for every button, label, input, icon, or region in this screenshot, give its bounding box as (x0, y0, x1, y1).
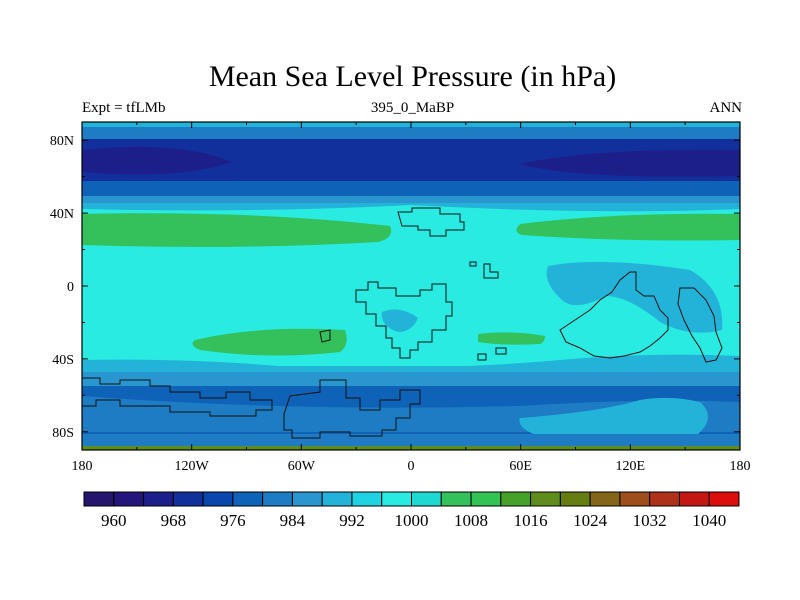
colorbar-label: 1024 (573, 511, 608, 530)
experiment-label: Expt = tfLMb (82, 100, 166, 116)
coastline-islands-north (469, 261, 499, 279)
field-band-midlat-north-2 (82, 196, 740, 203)
x-tick-label: 60E (509, 459, 532, 474)
colorbar-swatch (351, 491, 383, 507)
colorbar-swatch (83, 491, 115, 507)
colorbar-swatch (143, 491, 174, 507)
coastline-eastern-continent (559, 271, 669, 359)
coastline-layer (82, 207, 723, 439)
field-low-east-north (520, 149, 740, 177)
colorbar-label: 960 (101, 511, 127, 530)
x-axis: 180 120W 60W 0 60E 120E 180 (72, 122, 751, 474)
y-axis: 80N 40N 0 40S 80S (50, 134, 740, 441)
colorbar-swatch (649, 491, 680, 507)
colorbar-label: 992 (339, 511, 365, 530)
pressure-field-layer (82, 122, 740, 450)
coastline-small-islands (319, 329, 507, 361)
field-band-south-midlat-1 (82, 354, 740, 372)
colorbar-swatch (678, 491, 710, 507)
time-slice-label: 395_0_MaBP (370, 100, 455, 116)
field-high-south-west (192, 328, 347, 356)
colorbar-swatch (291, 491, 323, 507)
coastline-north-continent (397, 207, 465, 237)
x-tick-label: 60W (288, 459, 316, 474)
colorbar-swatch (232, 491, 264, 507)
colorbar-swatch (411, 491, 442, 507)
coastline-southern-continent-west (82, 377, 273, 417)
field-low-tropical-atlantic (381, 309, 418, 332)
coastline-southern-continent-central (283, 379, 421, 439)
colorbar-label: 1000 (395, 511, 429, 530)
colorbar-swatch (589, 491, 621, 507)
colorbar-label: 1016 (514, 511, 548, 530)
colorbar-swatch (530, 491, 561, 507)
chart-title: Mean Sea Level Pressure (in hPa) (208, 60, 617, 93)
y-tick-label: 40S (52, 353, 74, 368)
colorbar-swatch (708, 491, 740, 507)
field-high-south-east (478, 332, 545, 345)
colorbar-swatch (321, 491, 353, 507)
colorbar-swatch (262, 491, 293, 507)
colorbar-swatch (470, 491, 502, 507)
colorbar-label: 984 (280, 511, 306, 530)
field-band-midlat-north-1 (82, 181, 740, 196)
y-tick-label: 0 (67, 280, 74, 295)
coastline-far-east-continent (677, 287, 723, 363)
colorbar-swatch (500, 491, 532, 507)
season-label: ANN (709, 100, 743, 116)
colorbar-label: 1040 (692, 511, 726, 530)
y-tick-label: 80S (52, 426, 74, 441)
field-low-west-north (82, 146, 232, 175)
x-tick-label: 120E (616, 459, 646, 474)
field-band-arctic (82, 127, 740, 139)
colorbar-swatch (172, 491, 204, 507)
coastline-central-continent (355, 281, 453, 359)
colorbar-swatch (619, 491, 651, 507)
colorbar-swatch (381, 491, 412, 507)
colorbar-label: 1008 (454, 511, 488, 530)
colorbar-swatch (202, 491, 234, 507)
colorbar-label: 976 (220, 511, 246, 530)
field-band-south-midlat-2 (82, 372, 740, 386)
colorbar-label: 1032 (633, 511, 667, 530)
x-tick-label: 180 (72, 459, 93, 474)
x-tick-label: 180 (730, 459, 751, 474)
colorbar: 960 968 976 984 992 1000 1008 1016 1024 1032 1040 (83, 491, 740, 530)
colorbar-swatch (559, 491, 591, 507)
colorbar-swatch (440, 491, 472, 507)
colorbar-swatch (113, 491, 145, 507)
colorbar-label: 968 (161, 511, 187, 530)
field-high-north-east (516, 213, 740, 241)
field-high-north-west (82, 213, 392, 247)
y-tick-label: 80N (50, 134, 74, 149)
x-tick-label: 120W (175, 459, 210, 474)
field-low-tropical-east (546, 261, 723, 333)
y-tick-label: 40N (50, 207, 74, 222)
x-tick-label: 0 (408, 459, 415, 474)
field-antarctic-ridge (519, 397, 708, 444)
field-band-midlat-north-3 (82, 203, 740, 212)
